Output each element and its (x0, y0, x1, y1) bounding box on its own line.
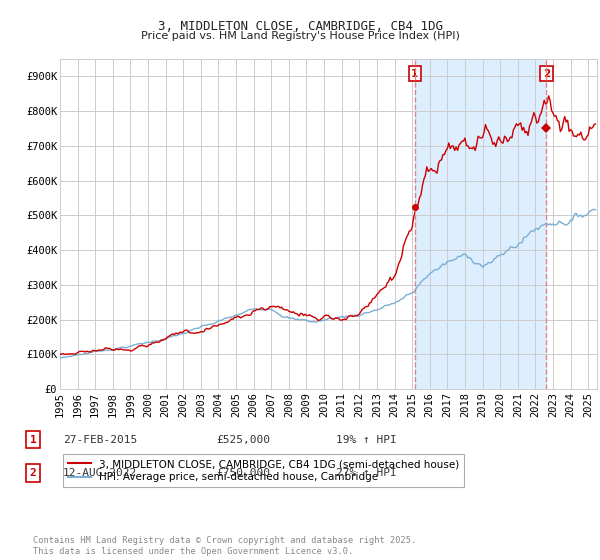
Text: 2: 2 (542, 69, 550, 79)
Text: Price paid vs. HM Land Registry's House Price Index (HPI): Price paid vs. HM Land Registry's House … (140, 31, 460, 41)
Legend: 3, MIDDLETON CLOSE, CAMBRIDGE, CB4 1DG (semi-detached house), HPI: Average price: 3, MIDDLETON CLOSE, CAMBRIDGE, CB4 1DG (… (62, 454, 464, 487)
Text: 12-AUG-2022: 12-AUG-2022 (63, 468, 137, 478)
Text: 1: 1 (411, 69, 418, 79)
Text: 27-FEB-2015: 27-FEB-2015 (63, 435, 137, 445)
Text: £750,000: £750,000 (216, 468, 270, 478)
Text: Contains HM Land Registry data © Crown copyright and database right 2025.
This d: Contains HM Land Registry data © Crown c… (33, 536, 416, 556)
Text: 3, MIDDLETON CLOSE, CAMBRIDGE, CB4 1DG: 3, MIDDLETON CLOSE, CAMBRIDGE, CB4 1DG (157, 20, 443, 32)
Text: £525,000: £525,000 (216, 435, 270, 445)
Text: 2: 2 (29, 468, 37, 478)
Text: 19% ↑ HPI: 19% ↑ HPI (336, 435, 397, 445)
Text: 1: 1 (29, 435, 37, 445)
Text: 27% ↑ HPI: 27% ↑ HPI (336, 468, 397, 478)
Bar (415, 59, 546, 389)
